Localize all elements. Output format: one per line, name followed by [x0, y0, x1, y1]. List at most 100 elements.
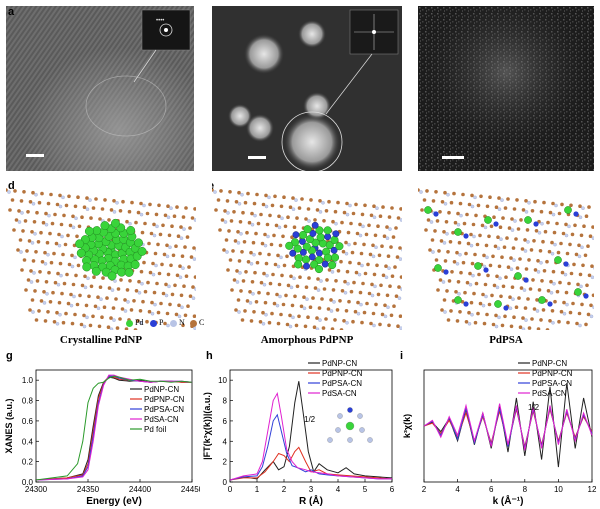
p-atom	[493, 221, 499, 227]
carbon-atom	[458, 201, 463, 206]
carbon-atom	[187, 265, 191, 269]
pd-atom	[564, 206, 572, 214]
carbon-atom	[123, 298, 127, 302]
carbon-atom	[229, 219, 234, 223]
nitrogen-atom	[512, 258, 516, 262]
carbon-atom	[588, 234, 593, 238]
carbon-atom	[478, 233, 482, 238]
carbon-atom	[40, 191, 44, 196]
carbon-atom	[373, 233, 378, 238]
nitrogen-atom	[564, 233, 569, 238]
carbon-atom	[83, 274, 87, 279]
carbon-atom	[474, 213, 478, 218]
carbon-atom	[80, 283, 85, 288]
carbon-atom	[263, 232, 267, 237]
nitrogen-atom	[398, 257, 402, 261]
carbon-atom	[324, 209, 329, 213]
carbon-atom	[549, 279, 553, 284]
carbon-atom	[361, 281, 365, 286]
pd-atom	[290, 238, 300, 247]
pd-atom	[302, 242, 311, 251]
nitrogen-atom	[235, 280, 240, 284]
nitrogen-atom	[275, 303, 280, 308]
carbon-atom	[341, 249, 346, 254]
carbon-atom	[127, 209, 132, 214]
carbon-atom	[300, 197, 304, 201]
carbon-atom	[494, 313, 498, 318]
carbon-atom	[97, 324, 102, 329]
carbon-atom	[283, 224, 288, 229]
carbon-atom	[33, 289, 37, 293]
carbon-atom	[375, 263, 379, 268]
pd-atom	[330, 253, 340, 262]
nitrogen-atom	[497, 315, 501, 320]
carbon-atom	[376, 224, 380, 228]
carbon-atom	[274, 223, 279, 228]
nitrogen-atom	[371, 254, 376, 259]
nitrogen-atom	[154, 263, 158, 268]
nitrogen-atom	[388, 227, 392, 231]
nitrogen-atom	[265, 273, 269, 278]
carbon-atom	[527, 326, 532, 330]
carbon-atom	[253, 270, 257, 275]
nitrogen-atom	[330, 270, 335, 274]
carbon-atom	[34, 250, 38, 254]
nitrogen-atom	[551, 212, 556, 217]
carbon-atom	[351, 211, 356, 216]
carbon-atom	[533, 199, 537, 204]
carbon-atom	[381, 273, 386, 278]
carbon-atom	[188, 226, 192, 230]
p-atom	[503, 305, 509, 311]
nitrogen-atom	[88, 198, 92, 202]
carbon-atom	[298, 275, 302, 279]
carbon-atom	[338, 299, 342, 303]
x-tick-label: 12	[588, 485, 597, 494]
carbon-atom	[447, 279, 452, 283]
carbon-atom	[188, 294, 193, 298]
nitrogen-atom	[359, 302, 363, 307]
carbon-atom	[162, 252, 167, 257]
nitrogen-atom	[182, 227, 186, 231]
carbon-atom	[396, 324, 400, 328]
carbon-atom	[100, 315, 104, 319]
carbon-atom	[34, 318, 39, 322]
carbon-atom	[498, 225, 503, 229]
carbon-atom	[485, 312, 489, 317]
carbon-atom	[354, 202, 358, 207]
nitrogen-atom	[251, 292, 255, 296]
nitrogen-atom	[361, 224, 365, 229]
x-tick-label: 5	[363, 485, 368, 494]
carbon-atom	[537, 288, 542, 292]
nitrogen-atom	[152, 233, 157, 238]
nitrogen-atom	[553, 242, 557, 247]
carbon-atom	[241, 210, 245, 215]
nitrogen-atom	[238, 271, 242, 275]
legend-c-dot	[190, 320, 197, 327]
carbon-atom	[191, 285, 195, 289]
carbon-atom	[542, 269, 547, 273]
carbon-atom	[261, 310, 265, 315]
carbon-atom	[391, 235, 396, 239]
carbon-atom	[570, 232, 575, 237]
carbon-atom	[130, 200, 134, 205]
nitrogen-atom	[468, 282, 473, 287]
nitrogen-atom	[375, 206, 379, 210]
p-atom	[332, 230, 340, 238]
nitrogen-atom	[166, 323, 170, 328]
carbon-atom	[29, 269, 33, 273]
carbon-atom	[508, 295, 512, 299]
carbon-atom	[475, 242, 480, 247]
pd-atom	[424, 206, 432, 214]
carbon-atom	[476, 311, 480, 316]
carbon-atom	[235, 269, 239, 273]
series-line	[229, 381, 393, 481]
pd-atom	[323, 226, 332, 235]
nitrogen-atom	[346, 281, 350, 286]
carbon-atom	[107, 218, 111, 222]
nitrogen-atom	[57, 243, 62, 248]
carbon-atom	[216, 198, 221, 202]
carbon-atom	[277, 282, 282, 287]
carbon-atom	[148, 202, 152, 207]
p-atom	[321, 260, 329, 268]
nitrogen-atom	[494, 324, 499, 329]
